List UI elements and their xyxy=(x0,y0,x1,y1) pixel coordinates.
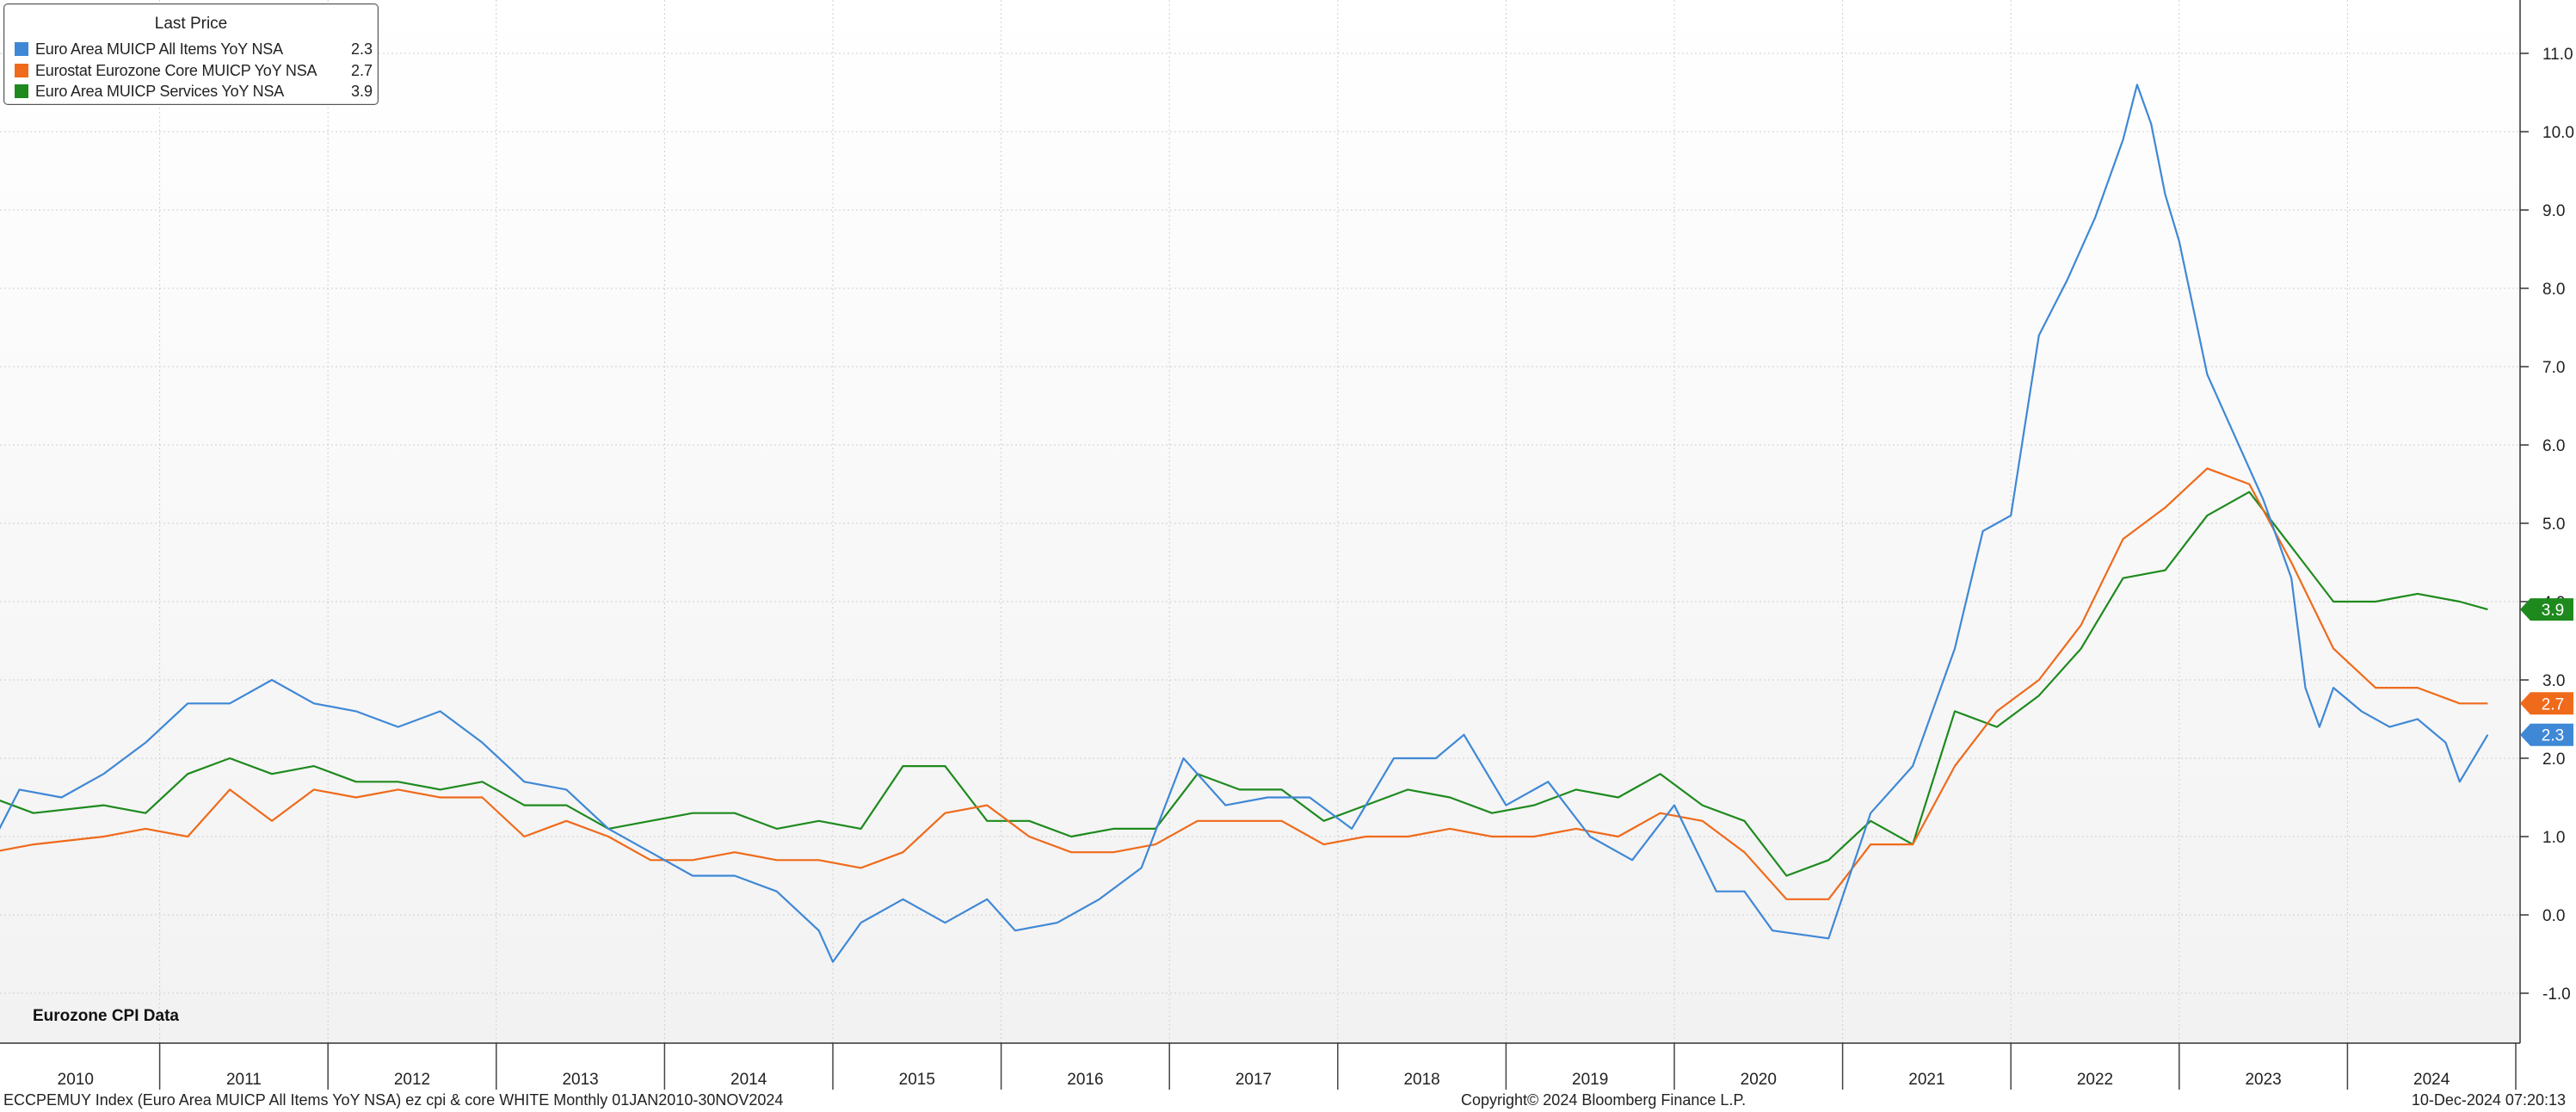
x-tick-label: 2018 xyxy=(1403,1071,1439,1089)
plot-background xyxy=(0,0,2520,1043)
legend-item-services: Euro Area MUICP Services YoY NSA 3.9 xyxy=(15,81,373,102)
x-tick-label: 2013 xyxy=(562,1071,598,1089)
x-tick-label: 2019 xyxy=(1572,1071,1608,1089)
chart-annotation: Eurozone CPI Data xyxy=(33,1007,179,1025)
y-tick-label: 1.0 xyxy=(2542,829,2565,847)
last-value-tag-label: 2.7 xyxy=(2542,695,2564,714)
series-line-0 xyxy=(0,83,2489,963)
y-tick-label: 0.0 xyxy=(2542,907,2565,925)
legend-item-name: Euro Area MUICP All Items YoY NSA xyxy=(35,40,283,58)
legend-item-name: Eurostat Eurozone Core MUICP YoY NSA xyxy=(35,61,317,79)
last-value-tag-shape xyxy=(2520,692,2573,715)
axis-labels: -1.00.01.02.03.04.05.06.07.08.09.010.011… xyxy=(58,46,2574,1089)
series-lines xyxy=(0,83,2489,963)
legend-title: Last Price xyxy=(154,15,228,33)
y-tick-label: 3.0 xyxy=(2542,672,2565,690)
footer-copyright: Copyright© 2024 Bloomberg Finance L.P. xyxy=(1461,1091,1747,1109)
last-value-tag-label: 2.3 xyxy=(2542,727,2564,745)
last-value-tag-label: 3.9 xyxy=(2542,602,2564,620)
legend-item-name: Euro Area MUICP Services YoY NSA xyxy=(35,82,285,100)
y-tick-label: 11.0 xyxy=(2542,46,2573,64)
y-tick-label: 6.0 xyxy=(2542,437,2565,455)
x-tick-label: 2023 xyxy=(2245,1071,2281,1089)
legend-item-all-items: Euro Area MUICP All Items YoY NSA 2.3 xyxy=(15,39,373,59)
y-tick-label: 10.0 xyxy=(2542,124,2574,142)
x-tick-label: 2020 xyxy=(1741,1071,1777,1089)
last-value-tag-2: 3.9 xyxy=(2520,598,2573,621)
x-tick-label: 2010 xyxy=(58,1071,94,1089)
series-line-1 xyxy=(0,467,2488,900)
last-value-tag-shape xyxy=(2520,723,2573,746)
last-value-tag-0: 2.3 xyxy=(2520,723,2573,746)
last-value-tag-shape xyxy=(2520,598,2573,621)
y-tick-label: -1.0 xyxy=(2542,985,2571,1004)
x-tick-label: 2024 xyxy=(2413,1071,2450,1089)
y-tick-label: 2.0 xyxy=(2542,751,2565,769)
x-tick-label: 2022 xyxy=(2077,1071,2113,1089)
legend-swatch-orange xyxy=(15,64,28,77)
y-tick-label: 5.0 xyxy=(2542,516,2565,534)
y-tick-label: 8.0 xyxy=(2542,281,2565,299)
legend: Last Price Euro Area MUICP All Items YoY… xyxy=(3,3,379,105)
legend-item-core: Eurostat Eurozone Core MUICP YoY NSA 2.7 xyxy=(15,60,373,81)
grid-lines xyxy=(0,0,2520,1043)
x-tick-label: 2011 xyxy=(226,1071,262,1089)
x-tick-label: 2016 xyxy=(1067,1071,1103,1089)
footer-ticker-description: ECCPEMUY Index (Euro Area MUICP All Item… xyxy=(3,1091,784,1109)
last-value-tag-1: 2.7 xyxy=(2520,692,2573,715)
y-tick-label: 7.0 xyxy=(2542,359,2565,377)
footer-timestamp: 10-Dec-2024 07:20:13 xyxy=(2411,1091,2566,1109)
y-tick-label: 9.0 xyxy=(2542,202,2565,220)
x-tick-label: 2014 xyxy=(730,1071,767,1089)
x-tick-label: 2017 xyxy=(1236,1071,1272,1089)
legend-item-value: 2.7 xyxy=(350,61,373,79)
x-tick-label: 2012 xyxy=(394,1071,430,1089)
legend-item-value: 3.9 xyxy=(350,82,373,100)
x-tick-label: 2015 xyxy=(899,1071,935,1089)
series-line-2 xyxy=(0,491,2488,877)
legend-item-value: 2.3 xyxy=(350,40,373,58)
legend-swatch-green xyxy=(15,84,28,98)
axes xyxy=(0,0,2529,1090)
x-tick-label: 2021 xyxy=(1908,1071,1944,1089)
legend-swatch-blue xyxy=(15,42,28,56)
